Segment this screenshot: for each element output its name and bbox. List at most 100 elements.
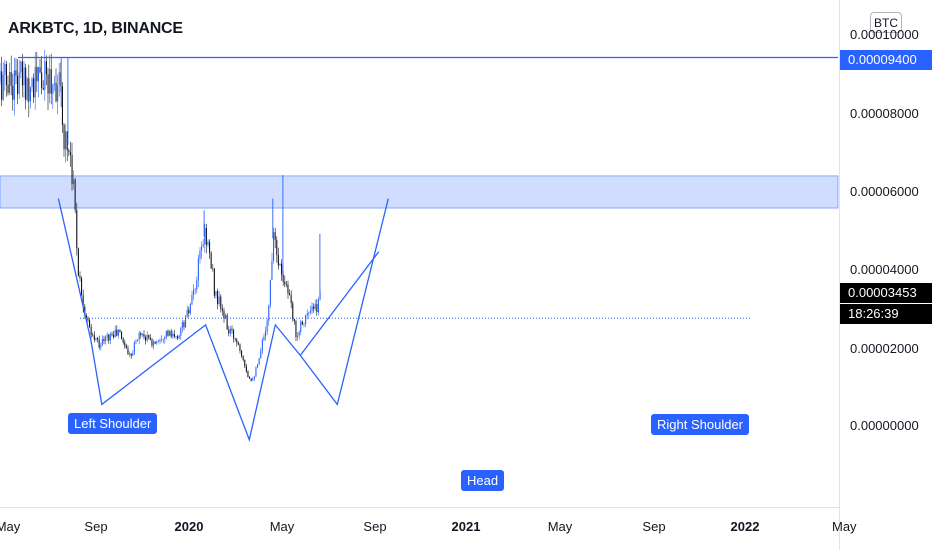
candle-body xyxy=(317,299,319,313)
candle-body xyxy=(23,67,25,86)
candle-body xyxy=(33,78,35,98)
candle-body xyxy=(17,75,19,94)
candle-body xyxy=(141,334,143,336)
candle-body xyxy=(42,88,44,90)
candle-body xyxy=(193,289,195,295)
x-tick-label: Sep xyxy=(642,519,666,534)
candle-body xyxy=(63,125,65,150)
candle-body xyxy=(175,336,177,337)
candle-body xyxy=(314,304,316,309)
candle-body xyxy=(306,313,308,316)
candle-body xyxy=(21,61,23,86)
candle-body xyxy=(260,350,262,359)
candle-body xyxy=(109,334,111,341)
candle-body xyxy=(1,71,3,100)
candle-body xyxy=(29,87,31,102)
candle-body xyxy=(135,340,137,343)
candle-body xyxy=(137,339,139,341)
currency-badge[interactable]: BTC xyxy=(870,12,902,33)
candle-body xyxy=(287,284,289,294)
candle-body xyxy=(9,72,11,93)
candle-body xyxy=(277,254,279,266)
candle-body xyxy=(81,277,83,296)
candle-body xyxy=(196,279,198,290)
candle-body xyxy=(61,86,63,125)
candle-body xyxy=(4,63,6,75)
candle-body xyxy=(25,67,27,100)
candle-body xyxy=(223,310,225,319)
candle-body xyxy=(252,378,254,381)
candle-body xyxy=(255,367,257,377)
candle-body xyxy=(309,310,311,313)
candle-body xyxy=(213,268,215,296)
candle-body xyxy=(49,69,51,94)
candle-body xyxy=(124,342,126,346)
candle-body xyxy=(316,304,318,313)
candle-body xyxy=(225,315,227,319)
candle-body xyxy=(276,240,278,255)
candle-body xyxy=(234,338,236,340)
candle-body xyxy=(68,150,70,153)
candle-body xyxy=(93,335,95,340)
candle-body xyxy=(156,341,158,344)
resistance-zone xyxy=(0,175,839,209)
candle-body xyxy=(50,69,52,94)
symbol-title[interactable]: ARKBTC, 1D, BINANCE xyxy=(8,20,183,37)
candle-body xyxy=(98,339,100,348)
candle-body xyxy=(108,334,110,341)
candle-body xyxy=(125,345,127,349)
candle-body xyxy=(253,376,255,379)
candle-body xyxy=(164,337,166,340)
candle-body xyxy=(207,241,209,245)
candle-body xyxy=(130,353,132,356)
candle-body xyxy=(119,329,121,332)
candle-body xyxy=(92,334,94,336)
candle-body xyxy=(242,356,244,360)
candle-body xyxy=(159,340,161,342)
candle-body xyxy=(188,309,190,314)
candle-body xyxy=(45,61,47,75)
x-tick-label: May xyxy=(0,519,21,534)
candle-body xyxy=(239,344,241,351)
candle-body xyxy=(258,358,260,365)
candle-body xyxy=(236,339,238,343)
candle-body xyxy=(273,232,275,261)
candle-body xyxy=(257,364,259,368)
candle-body xyxy=(186,309,188,317)
candle-body xyxy=(154,341,156,344)
candle-body xyxy=(121,331,123,339)
candle-body xyxy=(245,366,247,372)
candle-body xyxy=(34,67,36,98)
candle-body xyxy=(220,296,222,309)
candle-body xyxy=(66,131,68,151)
candle-body xyxy=(261,339,263,351)
candle-body xyxy=(212,268,214,270)
candle-body xyxy=(202,244,204,247)
candle-body xyxy=(53,82,55,85)
candle-body xyxy=(55,82,57,102)
candle-body xyxy=(165,330,167,337)
candle-body xyxy=(41,72,43,88)
candle-body xyxy=(301,321,303,325)
x-tick-label: May xyxy=(269,519,295,534)
candle-body xyxy=(149,338,151,340)
candle-body xyxy=(282,274,284,282)
x-tick-label: 2022 xyxy=(730,519,760,534)
candle-body xyxy=(295,321,297,338)
candle-body xyxy=(79,275,81,278)
candle-body xyxy=(145,336,147,341)
candle-body xyxy=(116,329,118,336)
candle-body xyxy=(148,334,150,339)
y-tick-label: 0.00008000 xyxy=(850,106,919,121)
candle-body xyxy=(2,74,4,100)
head-and-shoulders-line xyxy=(57,198,389,442)
candle-body xyxy=(82,295,84,307)
candle-body xyxy=(268,305,270,321)
candle-body xyxy=(237,342,239,345)
y-tick-label: 0.00002000 xyxy=(850,341,919,356)
candle-body xyxy=(185,316,187,328)
candle-body xyxy=(308,312,310,314)
candle-body xyxy=(221,308,223,311)
candle-body xyxy=(311,306,313,311)
